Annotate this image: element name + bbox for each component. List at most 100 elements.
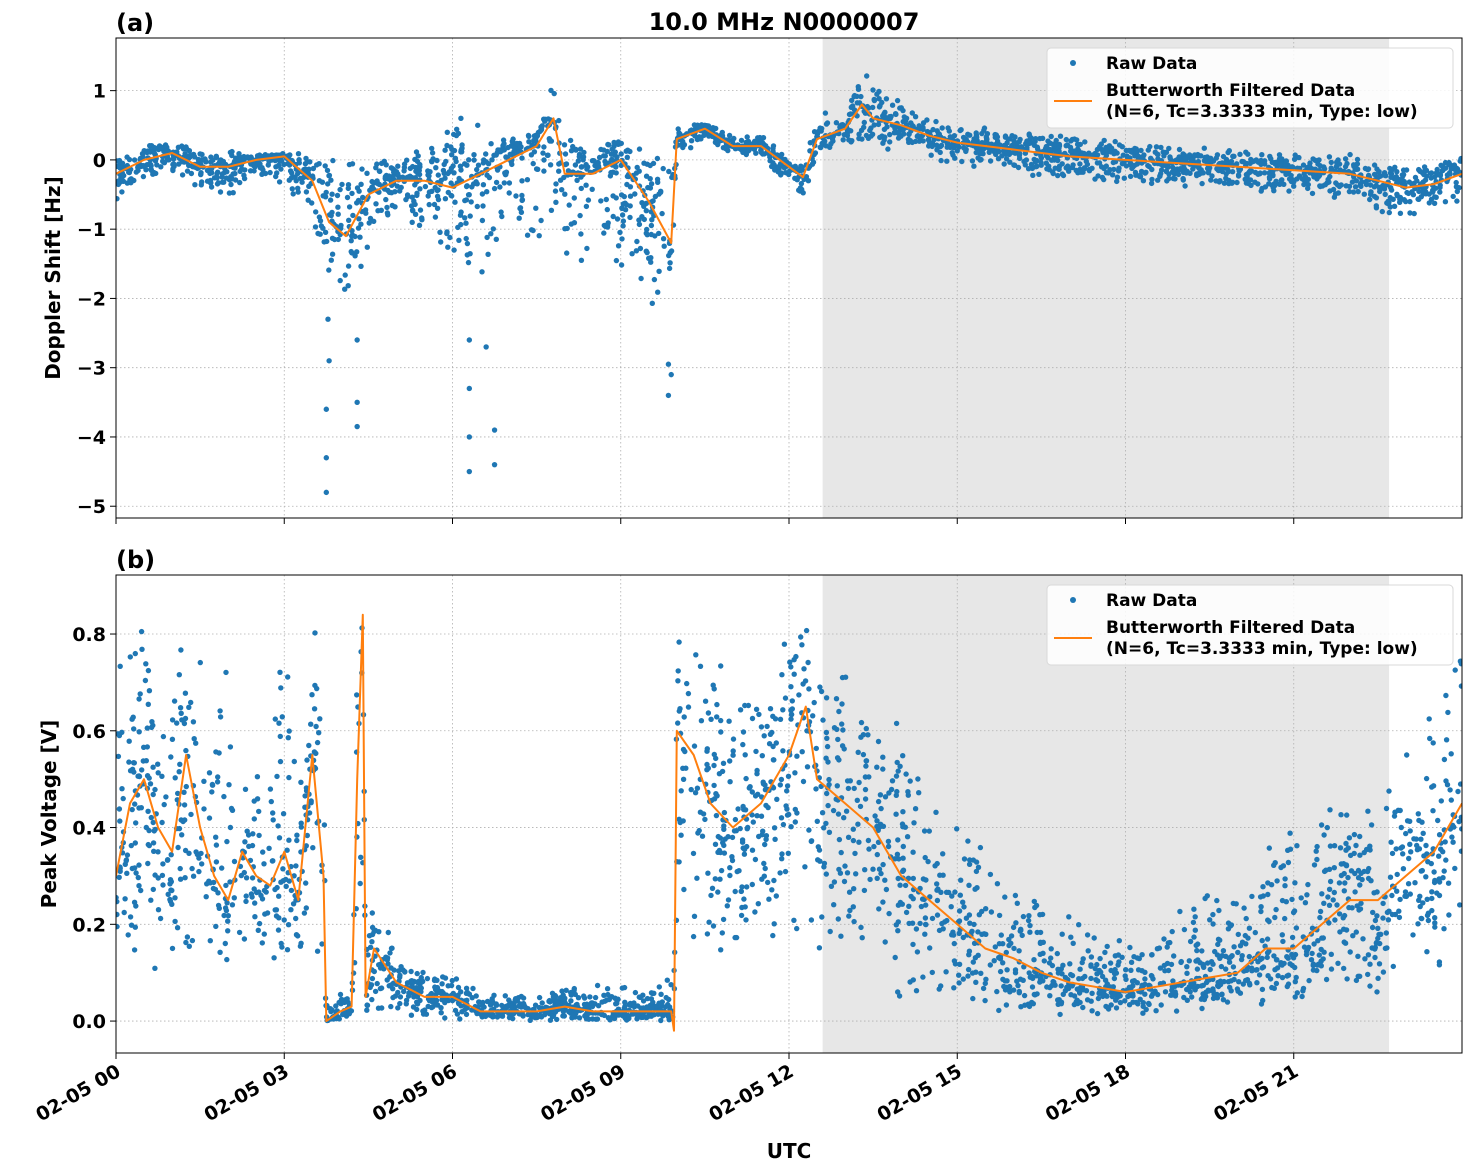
raw-data-point [1097, 955, 1103, 962]
raw-data-point [979, 931, 985, 937]
raw-data-point [1308, 957, 1315, 963]
raw-data-point [736, 868, 742, 874]
raw-data-point [1355, 188, 1361, 195]
raw-data-point [486, 174, 493, 181]
raw-data-point [960, 934, 966, 941]
raw-data-point [1127, 944, 1133, 951]
raw-data-point [1397, 199, 1403, 205]
raw-data-point [170, 162, 176, 168]
raw-data-point [783, 803, 789, 809]
raw-data-point [940, 851, 946, 857]
raw-data-point [1200, 982, 1207, 988]
raw-data-point [681, 714, 687, 720]
raw-data-point [1415, 811, 1422, 817]
raw-data-point [364, 170, 370, 176]
raw-data-point [419, 978, 426, 985]
raw-data-point [405, 993, 412, 999]
raw-data-point [1344, 812, 1350, 818]
raw-data-point [730, 752, 736, 758]
raw-data-point [1321, 900, 1327, 906]
raw-data-point [788, 824, 794, 830]
raw-data-point [345, 283, 351, 289]
raw-data-point [1142, 969, 1148, 975]
raw-data-point [895, 768, 901, 774]
raw-data-point [586, 1016, 592, 1022]
raw-data-point [442, 196, 449, 202]
raw-data-point [1389, 911, 1396, 918]
raw-data-point [905, 875, 912, 881]
raw-data-point [1149, 952, 1155, 958]
raw-data-point [286, 177, 292, 183]
raw-data-point [348, 238, 354, 244]
raw-data-point [171, 698, 178, 704]
raw-data-point [183, 783, 189, 790]
raw-data-point [369, 910, 375, 916]
raw-data-point [1411, 210, 1417, 217]
raw-data-point [1445, 880, 1452, 886]
raw-data-point [507, 151, 513, 157]
raw-data-point [132, 801, 138, 807]
raw-data-point [539, 1000, 545, 1006]
raw-data-point [242, 786, 249, 792]
raw-data-point [384, 210, 391, 216]
raw-data-point [1275, 973, 1281, 979]
raw-data-point [834, 783, 840, 789]
raw-data-point [1307, 160, 1313, 166]
raw-data-point [1403, 893, 1410, 900]
raw-data-point [316, 730, 322, 736]
raw-data-point [624, 181, 630, 188]
raw-data-point [1272, 914, 1278, 921]
raw-data-point [1457, 781, 1462, 787]
raw-data-point [1148, 180, 1155, 187]
raw-data-point [1337, 845, 1344, 851]
raw-data-point [1173, 1008, 1180, 1014]
raw-data-point [229, 176, 235, 182]
raw-data-point [1112, 138, 1118, 145]
raw-data-point [1000, 960, 1006, 966]
raw-data-point [745, 702, 752, 709]
raw-data-point [1013, 920, 1019, 926]
raw-data-point [1161, 936, 1167, 942]
raw-data-point [243, 893, 249, 899]
raw-data-point [910, 849, 916, 855]
raw-data-point [794, 753, 800, 759]
raw-data-point [232, 170, 238, 177]
raw-data-point [147, 781, 154, 787]
raw-data-point [369, 924, 376, 931]
raw-data-point [491, 427, 498, 433]
raw-data-point [271, 955, 277, 961]
raw-data-point [883, 96, 890, 102]
raw-data-point [485, 251, 491, 257]
raw-data-point [794, 925, 800, 932]
raw-data-point [895, 837, 901, 843]
raw-data-point [358, 221, 364, 227]
raw-data-point [289, 170, 295, 176]
raw-data-point [1048, 133, 1054, 140]
raw-data-point [1282, 915, 1288, 922]
raw-data-point [1388, 174, 1394, 180]
raw-data-point [797, 185, 804, 191]
raw-data-point [971, 163, 977, 169]
raw-data-point [954, 148, 960, 154]
raw-data-point [1071, 993, 1078, 999]
raw-data-point [1169, 983, 1176, 990]
raw-data-point [1449, 834, 1455, 840]
raw-data-point [580, 157, 586, 163]
raw-data-point [880, 823, 887, 829]
raw-data-point [364, 1007, 370, 1013]
raw-data-point [483, 344, 489, 350]
raw-data-point [1247, 982, 1253, 988]
raw-data-point [425, 193, 431, 199]
raw-data-point [1021, 964, 1027, 970]
raw-data-point [775, 169, 781, 175]
raw-data-point [1431, 869, 1437, 875]
raw-data-point [634, 238, 640, 245]
raw-data-point [871, 122, 877, 128]
raw-data-point [429, 145, 435, 152]
raw-data-point [1107, 960, 1114, 966]
raw-data-point [648, 222, 655, 229]
raw-data-point [920, 974, 926, 980]
raw-data-point [1157, 965, 1164, 971]
raw-data-point [735, 806, 741, 812]
raw-data-point [1347, 949, 1353, 955]
